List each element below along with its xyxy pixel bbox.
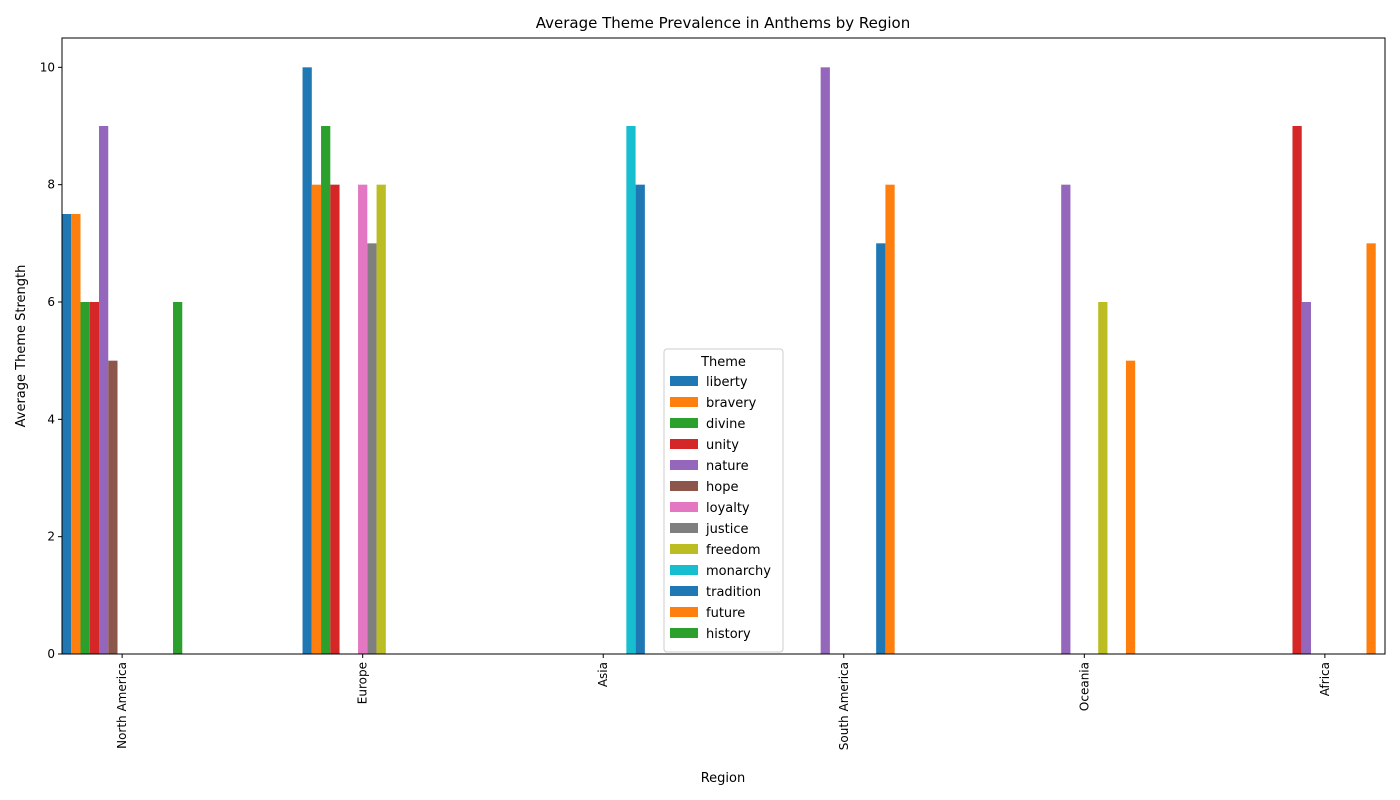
legend-swatch-loyalty [670, 502, 698, 512]
bar-nature-oceania [1061, 184, 1071, 654]
bar-liberty-north-america [62, 214, 72, 654]
bar-nature-south-america [820, 67, 830, 655]
bar-unity-north-america [89, 302, 100, 654]
bar-loyalty-europe [358, 184, 368, 654]
chart-title: Average Theme Prevalence in Anthems by R… [536, 14, 910, 32]
legend-swatch-monarchy [670, 565, 698, 575]
legend-label-history: history [706, 627, 751, 642]
legend-swatch-bravery [670, 397, 698, 407]
legend-label-divine: divine [706, 417, 745, 432]
legend-swatch-liberty [670, 376, 698, 386]
x-axis: North America Europe Asia South America Ocea… [115, 654, 1332, 750]
bars-group [62, 67, 1376, 655]
y-axis-label: Average Theme Strength [14, 265, 29, 428]
legend-label-tradition: tradition [706, 585, 761, 600]
legend-label-liberty: liberty [706, 375, 748, 390]
bar-future-south-america [885, 184, 895, 654]
x-tick-label: Asia [596, 662, 610, 687]
bar-tradition-asia [635, 184, 645, 654]
y-axis: 0 2 4 6 8 10 [40, 60, 62, 661]
bar-divine-north-america [80, 302, 90, 654]
legend-label-hope: hope [706, 480, 738, 495]
y-tick-label: 0 [47, 647, 55, 661]
bar-hope-north-america [108, 360, 118, 654]
legend-swatch-history [670, 628, 698, 638]
legend-swatch-tradition [670, 586, 698, 596]
legend-label-unity: unity [706, 438, 739, 453]
bar-nature-africa [1301, 302, 1311, 654]
x-tick-label: Europe [356, 662, 370, 704]
legend-label-bravery: bravery [706, 396, 757, 411]
y-tick-label: 10 [40, 60, 55, 74]
legend-label-future: future [706, 606, 745, 621]
bar-bravery-north-america [71, 214, 81, 654]
bar-divine-europe [321, 126, 331, 654]
legend-swatch-divine [670, 418, 698, 428]
bar-bravery-europe [311, 184, 322, 654]
y-tick-label: 8 [47, 178, 55, 192]
legend-title: Theme [700, 355, 746, 370]
legend-label-justice: justice [705, 522, 748, 537]
legend-label-freedom: freedom [706, 543, 761, 558]
bar-freedom-europe [376, 184, 386, 654]
legend-label-monarchy: monarchy [706, 564, 771, 579]
bar-nature-north-america [99, 126, 109, 654]
legend-label-loyalty: loyalty [706, 501, 750, 516]
bar-unity-africa [1292, 126, 1302, 654]
bar-liberty-europe [302, 67, 312, 655]
legend-swatch-freedom [670, 544, 698, 554]
bar-future-oceania [1125, 360, 1136, 654]
x-tick-label: Oceania [1077, 662, 1091, 711]
bar-freedom-oceania [1098, 302, 1108, 654]
plot-frame [61, 37, 1386, 655]
legend-swatch-future [670, 607, 698, 617]
legend: Theme liberty bravery divine unity nature hope… [663, 348, 784, 653]
legend-swatch-unity [670, 439, 698, 449]
bar-justice-europe [367, 243, 377, 655]
legend-swatch-justice [670, 523, 698, 533]
bar-future-africa [1366, 243, 1376, 655]
legend-swatch-nature [670, 460, 698, 470]
y-tick-label: 6 [47, 295, 55, 309]
x-axis-label: Region [701, 771, 746, 786]
legend-label-nature: nature [706, 459, 749, 474]
x-tick-label: North America [115, 662, 129, 749]
bar-monarchy-asia [626, 126, 636, 654]
x-tick-label: Africa [1318, 662, 1332, 696]
bar-history-north-america [173, 302, 183, 654]
y-tick-label: 4 [47, 412, 55, 426]
x-tick-label: South America [837, 662, 851, 750]
bar-unity-europe [330, 184, 340, 654]
y-tick-label: 2 [47, 530, 55, 544]
bar-tradition-south-america [876, 243, 886, 655]
legend-swatch-hope [670, 481, 698, 491]
